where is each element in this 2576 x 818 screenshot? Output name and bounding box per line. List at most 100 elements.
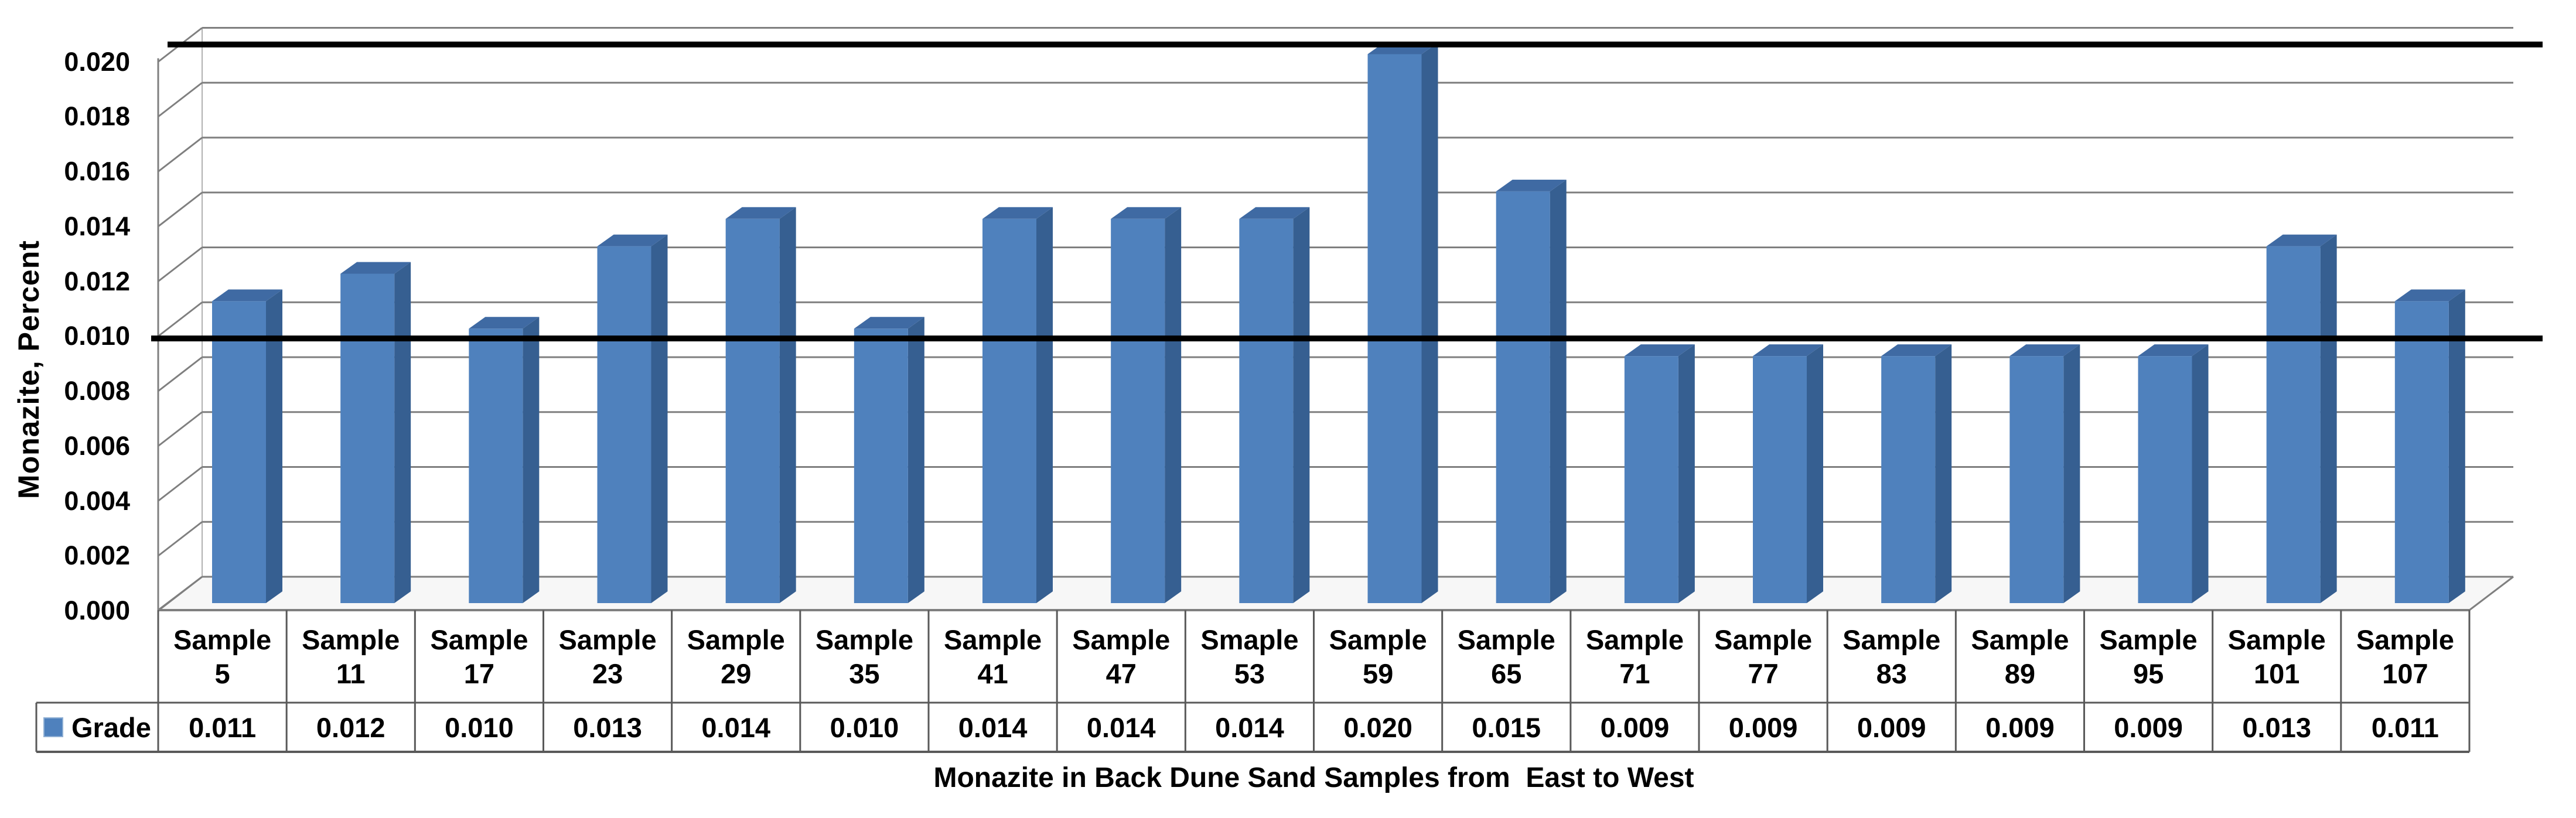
category-number: 5	[214, 658, 230, 689]
category-number: 41	[977, 658, 1008, 689]
category-number: 23	[592, 658, 623, 689]
bar-sample-83	[1881, 344, 1952, 603]
bar-front-face	[2394, 301, 2449, 603]
grade-value-cell: 0.009	[2114, 711, 2183, 743]
category-header-cell: Sample 23	[544, 611, 672, 703]
bar-front-face	[854, 328, 908, 603]
category-header-cell: Sample 35	[800, 611, 929, 703]
grade-value-cell: 0.020	[1343, 711, 1412, 743]
legend-series-label: Grade	[71, 711, 151, 743]
grade-value-cell: 0.011	[2371, 711, 2439, 743]
axis-tick-connector	[158, 521, 203, 557]
category-number: 95	[2133, 658, 2164, 689]
bar-sample-23	[597, 234, 668, 603]
category-header-cell: Sample 77	[1699, 611, 1827, 703]
category-word: Sample	[943, 624, 1042, 655]
y-tick-label: 0.008	[64, 376, 130, 406]
bar-top-face	[1239, 207, 1310, 219]
bar-top-face	[854, 317, 924, 329]
bar-front-face	[1753, 356, 1807, 603]
axis-tick-connector	[158, 82, 203, 118]
bar-front-face	[1367, 54, 1422, 603]
category-header-cell: Sample 47	[1057, 611, 1185, 703]
category-number: 71	[1619, 658, 1650, 689]
category-header-cell: Sample 101	[2213, 611, 2341, 703]
bar-side-face	[2063, 344, 2080, 603]
bar-top-face	[2138, 344, 2209, 357]
category-header-cell: Sample 17	[415, 611, 543, 703]
grade-value-cell: 0.014	[1215, 711, 1284, 743]
bar-front-face	[2266, 246, 2321, 603]
category-word: Sample	[687, 624, 785, 655]
grade-value-cell: 0.009	[1985, 711, 2055, 743]
category-word: Sample	[430, 624, 528, 655]
category-header-cell: Sample 107	[2341, 611, 2469, 703]
y-tick-label: 0.014	[64, 211, 130, 241]
bar-top-face	[1624, 344, 1695, 357]
bar-sample-41	[982, 207, 1053, 603]
floor-right-edge	[2469, 576, 2514, 611]
bar-front-face	[2009, 356, 2064, 603]
grade-value-cell: 0.014	[701, 711, 771, 743]
grade-value-cell: 0.012	[316, 711, 385, 743]
y-tick-label: 0.006	[64, 430, 130, 461]
bar-top-face	[982, 207, 1053, 219]
category-number: 77	[1748, 658, 1779, 689]
category-number: 89	[2004, 658, 2036, 689]
category-header-cell: Sample 5	[158, 611, 286, 703]
category-word: Sample	[2356, 624, 2454, 655]
category-header-cell: Sample 11	[286, 611, 415, 703]
y-tick-label: 0.020	[64, 46, 130, 77]
bar-top-face	[1881, 344, 1952, 357]
bar-top-face	[469, 317, 540, 329]
y-tick-label: 0.002	[64, 540, 130, 571]
bar-sample-17	[469, 317, 540, 603]
category-header-cell: Smaple 53	[1185, 611, 1313, 703]
category-header-cell: Sample 29	[672, 611, 800, 703]
category-number: 53	[1234, 658, 1265, 689]
data-table-grid	[35, 610, 2471, 753]
axis-tick-connector	[158, 411, 203, 447]
category-number: 29	[721, 658, 752, 689]
axis-tick-connector	[158, 191, 203, 227]
bar-top-face	[2266, 234, 2337, 247]
bar-side-face	[1550, 179, 1567, 603]
grade-value-cell: 0.014	[1086, 711, 1156, 743]
bar-smaple-53	[1239, 207, 1310, 603]
category-number: 47	[1106, 658, 1137, 689]
bar-sample-95	[2138, 344, 2209, 603]
category-number: 65	[1491, 658, 1522, 689]
bar-sample-89	[2009, 344, 2080, 603]
bar-top-face	[2009, 344, 2080, 357]
category-header-cell: Sample 41	[929, 611, 1057, 703]
bar-sample-11	[340, 262, 411, 603]
grade-value-cell: 0.013	[2242, 711, 2312, 743]
grade-value-cell: 0.013	[573, 711, 642, 743]
category-word: Sample	[1457, 624, 1555, 655]
bar-top-face	[340, 262, 411, 274]
grade-value-cell: 0.010	[830, 711, 899, 743]
category-word: Sample	[558, 624, 657, 655]
bar-front-face	[725, 218, 780, 603]
bar-sample-101	[2266, 234, 2337, 603]
category-word: Sample	[1329, 624, 1427, 655]
bar-top-face	[1753, 344, 1823, 357]
bar-front-face	[1624, 356, 1678, 603]
bar-sample-47	[1111, 207, 1182, 603]
category-header-cell: Sample 59	[1314, 611, 1442, 703]
bar-front-face	[212, 301, 266, 603]
y-tick-label: 0.004	[64, 485, 130, 516]
axis-tick-connector	[158, 302, 203, 337]
bar-side-face	[1935, 344, 1952, 603]
bar-front-face	[982, 218, 1036, 603]
bar-sample-29	[725, 207, 796, 603]
y-tick-label: 0.018	[64, 101, 130, 132]
category-header-cell: Sample 71	[1571, 611, 1699, 703]
bar-side-face	[1036, 207, 1053, 603]
y-tick-label: 0.000	[64, 595, 130, 625]
bar-side-face	[907, 317, 924, 603]
category-number: 83	[1876, 658, 1907, 689]
bar-sample-77	[1753, 344, 1823, 603]
category-word: Sample	[1072, 624, 1171, 655]
grade-value-cell: 0.015	[1472, 711, 1541, 743]
